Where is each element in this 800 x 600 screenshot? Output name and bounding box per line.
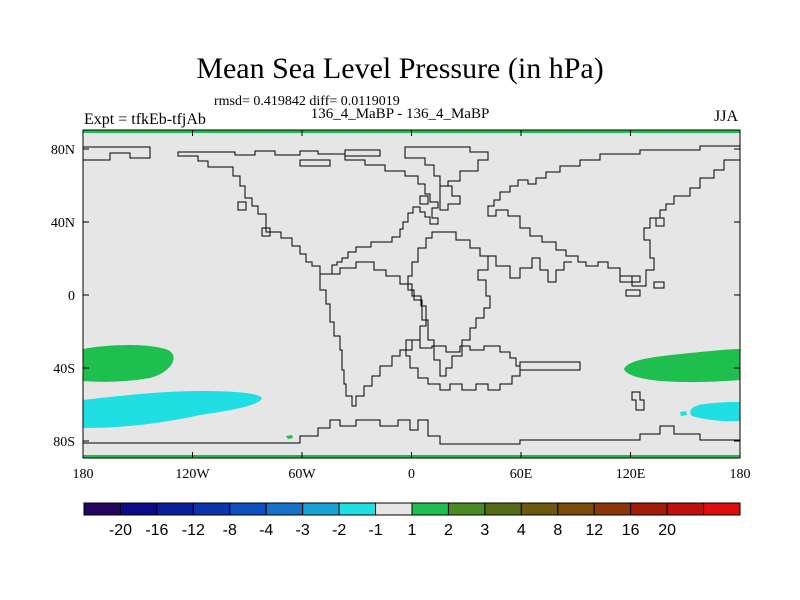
colorbar-swatch [593,502,632,516]
east-pacific-small-negative [680,411,687,416]
x-tick-label: 120W [175,467,210,482]
africa-coast [407,231,491,377]
tasmania-coast [519,361,581,371]
se-asia-islands [619,275,665,297]
runs-label: 136_4_MaBP - 136_4_MaBP [310,106,490,122]
south-america-coast [319,261,427,407]
colorbar-swatch [229,502,267,516]
y-tick-label: 40N [51,216,75,231]
y-tick-label: 80S [53,435,75,450]
colorbar-swatch [83,502,121,516]
colorbar-label: -3 [296,522,310,539]
colorbar-label: -2 [332,522,346,539]
x-tick-label: 180 [73,467,94,482]
colorbar-label: -16 [145,522,168,539]
colorbar-label: -8 [223,522,237,539]
colorbar-swatch [375,502,413,516]
south-pacific-east-positive [624,349,740,383]
tick-marks: 180 120W 60W 0 60E 120E 180 80N 40N 0 40S 80S [51,130,751,482]
x-tick-label: 60E [510,467,533,482]
new-zealand-coast [631,391,645,411]
colorbar-label: 20 [658,522,676,539]
australia-coast [405,339,521,391]
colorbar-swatch [447,502,486,516]
colorbar-swatch [265,502,304,516]
colorbar-label: 8 [553,522,562,539]
colorbar: -20 -16 -12 -8 -4 -3 -2 -1 1 2 3 4 8 12 16 20 [83,502,741,539]
y-tick-label: 80N [51,143,75,158]
eurasia-coast [487,145,741,287]
scandinavia-coast [439,185,461,211]
coastlines [83,145,741,445]
colorbar-label: 16 [622,522,640,539]
south-pacific-west-negative [83,391,262,428]
japan-coast [655,217,665,227]
colorbar-swatch [411,502,449,516]
x-tick-label: 120E [616,467,646,482]
colorbar-swatch [192,502,231,516]
colorbar-label: -12 [182,522,205,539]
colorbar-swatch [302,502,340,516]
colorbar-label: 12 [585,522,603,539]
colorbar-label: -20 [109,522,132,539]
colorbar-label: 1 [408,522,417,539]
colorbar-label: -1 [368,522,382,539]
y-tick-label: 40S [53,362,75,377]
x-tick-label: 0 [408,467,415,482]
experiment-label: Expt = tfkEb-tfjAb [84,111,206,128]
x-tick-label: 180 [730,467,751,482]
colorbar-label: 4 [517,522,526,539]
colorbar-swatch [630,502,668,516]
colorbar-label: 2 [444,522,453,539]
map-title: Mean Sea Level Pressure (in hPa) [196,52,604,85]
uk-coast [419,195,429,205]
arabia-india-coast [486,255,572,283]
antarctica-coast [83,419,740,445]
antarctic-small-positive [286,435,293,439]
colorbar-label: 3 [480,522,489,539]
colorbar-swatch [703,502,741,516]
arctic-islands [83,146,381,167]
x-tick-label: 60W [288,467,316,482]
colorbar-swatch [557,502,595,516]
colorbar-swatch [338,502,377,516]
colorbar-swatch [119,502,158,516]
colorbar-swatch [666,502,705,516]
season-label: JJA [714,108,739,125]
colorbar-label: -4 [259,522,273,539]
colorbar-swatch [484,502,522,516]
stats-label: rmsd= 0.419842 diff= 0.0119019 [214,94,400,109]
colorbar-swatch [520,502,559,516]
greenland-coast [404,146,489,187]
north-america-coast [177,150,439,275]
alaska-islands [237,201,271,237]
south-pacific-west-positive [83,345,174,382]
colorbar-swatch [156,502,194,516]
y-tick-label: 0 [68,289,75,304]
south-pacific-east-negative [690,402,740,422]
